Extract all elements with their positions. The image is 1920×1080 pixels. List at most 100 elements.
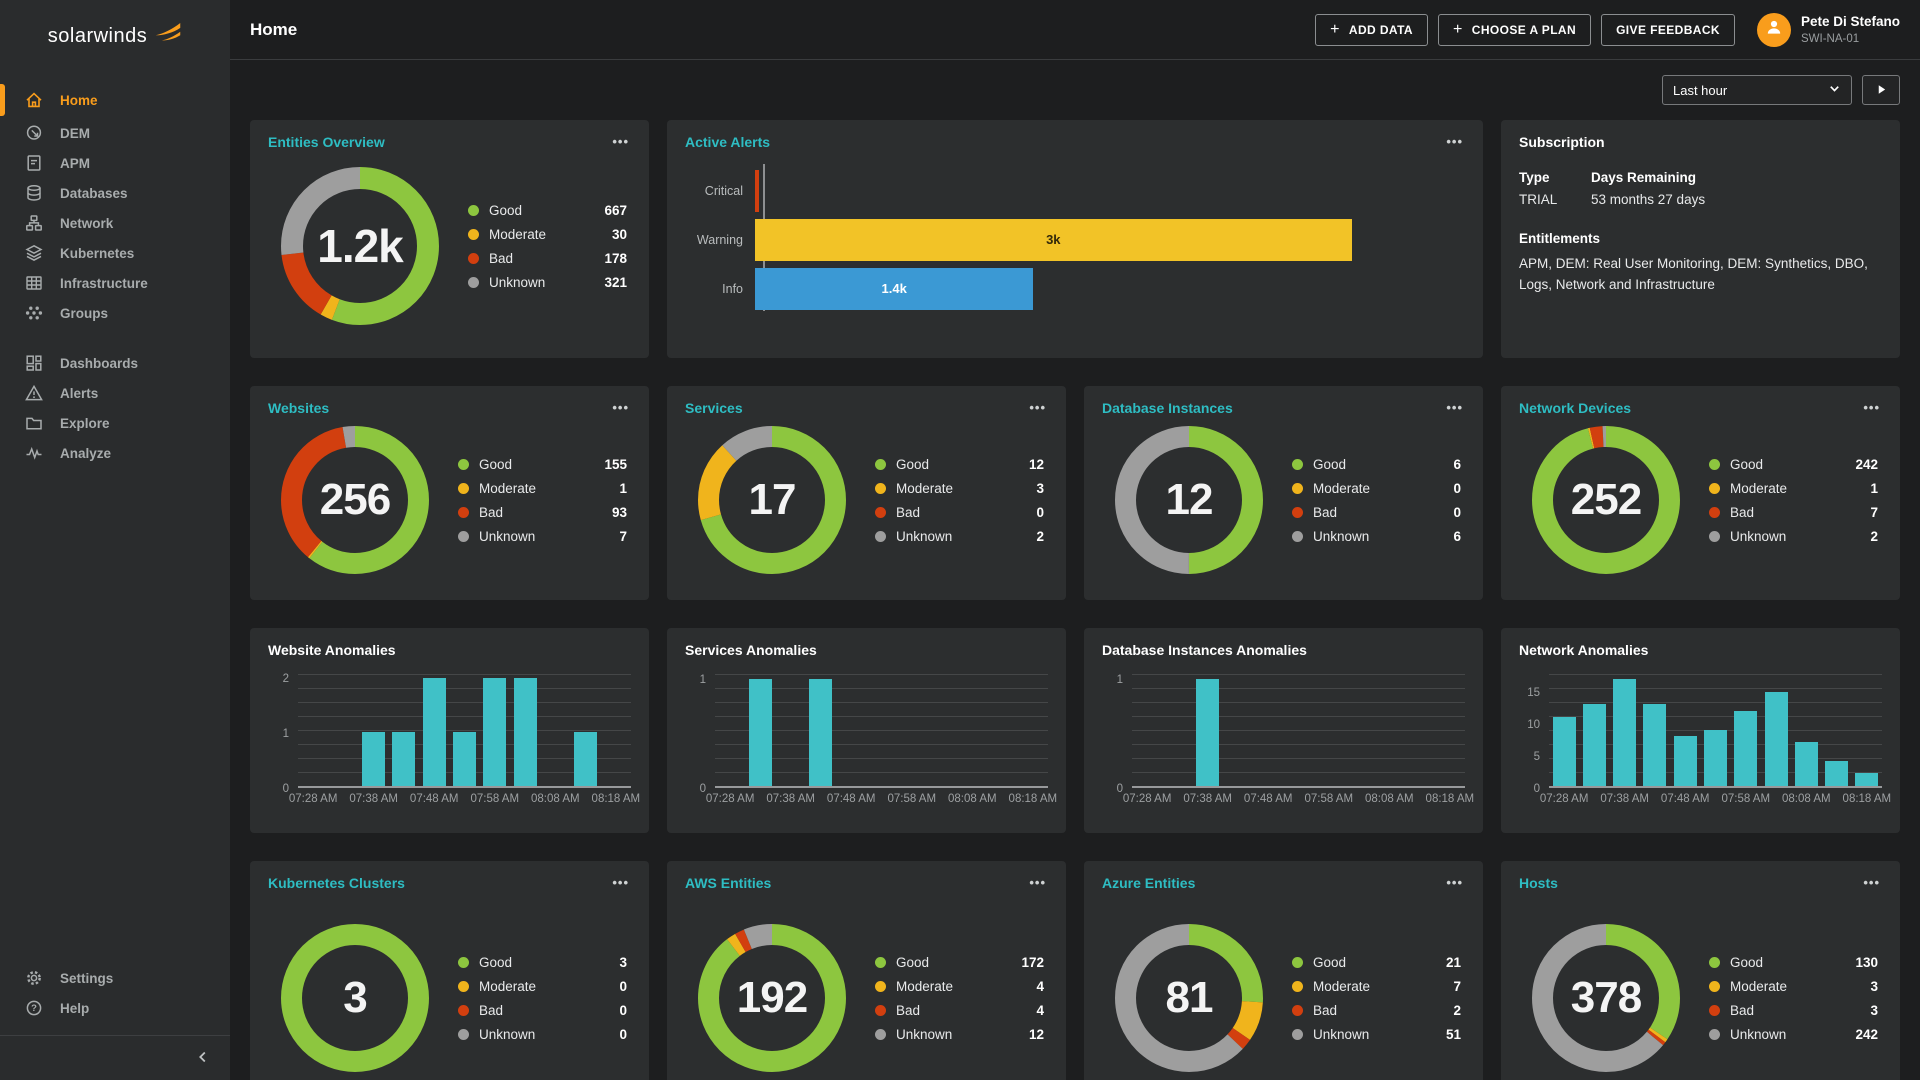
x-tick-label: 08:08 AM [948, 793, 997, 805]
card-menu-button[interactable]: ••• [612, 134, 629, 149]
status-dot-bad [875, 506, 886, 518]
status-dot-bad [875, 1004, 886, 1016]
card-hosts: Hosts ••• 378 Good 130 Moderate 3 Bad 3 Unknown 24… [1501, 861, 1900, 1080]
subscription-type-value: TRIAL [1519, 192, 1558, 207]
card-menu-button[interactable]: ••• [1029, 875, 1046, 890]
sidebar-item-network[interactable]: Network [0, 208, 230, 238]
card-menu-button[interactable]: ••• [1863, 400, 1880, 415]
status-dot-moderate [1292, 482, 1303, 494]
x-tick-label: 08:08 AM [1365, 793, 1414, 805]
sidebar-item-infrastructure[interactable]: Infrastructure [0, 268, 230, 298]
legend-value: 6 [1453, 456, 1461, 472]
status-dot-bad [1709, 1004, 1720, 1016]
card-database-instances: Database Instances ••• 12 Good 6 Moderate 0 Bad… [1084, 386, 1483, 600]
legend-label: Good [1730, 954, 1764, 970]
card-menu-button[interactable]: ••• [1446, 875, 1463, 890]
user-menu[interactable]: Pete Di Stefano SWI-NA-01 [1756, 12, 1900, 47]
card-menu-button[interactable]: ••• [612, 875, 629, 890]
legend-label: Bad [1313, 1002, 1338, 1018]
sidebar-item-help[interactable]: ? Help [0, 993, 230, 1023]
legend-value: 2 [1036, 528, 1044, 544]
sidebar-collapse-button[interactable] [194, 1048, 212, 1069]
x-tick-label: 07:28 AM [1122, 793, 1172, 805]
status-dot-moderate [1709, 482, 1720, 494]
status-legend: Good 130 Moderate 3 Bad 3 Unknown 242 [1709, 955, 1878, 1042]
anomalies-chart: 0 1 07:28 AM 07:38 AM 07:48 AM 07:58 AM 08:08 … [1102, 670, 1474, 815]
active-alerts-chart: Critical Warning 3k Info 1.4k [685, 164, 1465, 313]
sidebar-item-dem[interactable]: DEM [0, 118, 230, 148]
legend-label: Unknown [489, 274, 546, 290]
person-icon [1764, 17, 1784, 42]
play-button[interactable] [1862, 75, 1900, 105]
legend-label: Bad [479, 1002, 504, 1018]
legend-row: Good 12 [875, 457, 1044, 472]
legend-label: Unknown [896, 528, 953, 544]
time-range-select[interactable]: Last hour [1662, 75, 1852, 105]
home-icon [24, 90, 44, 110]
status-dot-unknown [1709, 1028, 1720, 1040]
legend-row: Good 172 [875, 955, 1044, 970]
hbar-category-label: Warning [696, 232, 743, 247]
status-dot-good [1709, 956, 1720, 968]
donut-chart: 12 [1114, 425, 1264, 575]
legend-row: Bad 7 [1709, 505, 1878, 520]
status-dot-bad [1292, 506, 1303, 518]
card-menu-button[interactable]: ••• [1446, 134, 1463, 149]
x-tick-label: 07:38 AM [349, 793, 398, 805]
status-legend: Good 6 Moderate 0 Bad 0 Unknown 6 [1292, 457, 1461, 544]
sidebar-item-alerts[interactable]: Alerts [0, 378, 230, 408]
legend-row: Moderate 1 [1709, 481, 1878, 496]
choose-a-plan-button[interactable]: + CHOOSE A PLAN [1438, 13, 1592, 46]
sidebar-item-label: Analyze [60, 445, 112, 461]
legend-value: 4 [1036, 978, 1044, 994]
donut-total: 378 [1570, 973, 1642, 1022]
sidebar-item-dashboards[interactable]: Dashboards [0, 348, 230, 378]
status-dot-unknown [468, 276, 479, 288]
solarwinds-logo[interactable]: solarwinds [0, 0, 230, 64]
y-tick-label: 0 [1116, 783, 1123, 795]
status-dot-bad [468, 252, 479, 264]
bar [1764, 691, 1788, 786]
status-dot-unknown [1292, 530, 1303, 542]
x-tick-label: 07:28 AM [288, 793, 338, 805]
card-kubernetes-clusters: Kubernetes Clusters ••• 3 Good 3 Moderate 0 Bad… [250, 861, 649, 1080]
legend-label: Good [896, 954, 930, 970]
legend-value: 0 [619, 978, 627, 994]
sidebar-item-groups[interactable]: Groups [0, 298, 230, 328]
entitlements-list: APM, DEM: Real User Monitoring, DEM: Syn… [1519, 256, 1868, 292]
hbar-row: Critical [685, 166, 1465, 215]
card-menu-button[interactable]: ••• [1863, 875, 1880, 890]
sidebar-item-analyze[interactable]: Analyze [0, 438, 230, 468]
sidebar-item-explore[interactable]: Explore [0, 408, 230, 438]
legend-row: Moderate 7 [1292, 979, 1461, 994]
hbar-category-label: Info [722, 281, 743, 296]
entitlements-header: Entitlements [1519, 231, 1601, 246]
sidebar-nav-primary: Home DEM APM Databases Network Kubernetes Infr… [0, 68, 230, 328]
card-title: Azure Entities [1102, 875, 1196, 891]
dashboard-grid: Entities Overview ••• 1.2k Good 667 Moderate 3… [230, 120, 1920, 1080]
legend-label: Bad [479, 504, 504, 520]
status-dot-unknown [458, 530, 469, 542]
status-legend: Good 21 Moderate 7 Bad 2 Unknown 51 [1292, 955, 1461, 1042]
legend-value: 1 [619, 480, 627, 496]
card-menu-button[interactable]: ••• [612, 400, 629, 415]
status-dot-good [468, 204, 479, 216]
legend-row: Bad 3 [1709, 1003, 1878, 1018]
legend-row: Bad 4 [875, 1003, 1044, 1018]
bar [392, 732, 416, 786]
legend-row: Bad 0 [875, 505, 1044, 520]
give-feedback-button[interactable]: GIVE FEEDBACK [1601, 13, 1735, 46]
sidebar-item-kubernetes[interactable]: Kubernetes [0, 238, 230, 268]
card-menu-button[interactable]: ••• [1029, 400, 1046, 415]
sidebar-item-databases[interactable]: Databases [0, 178, 230, 208]
add-data-button[interactable]: + ADD DATA [1315, 13, 1428, 46]
sidebar-item-settings[interactable]: Settings [0, 963, 230, 993]
sidebar-item-apm[interactable]: APM [0, 148, 230, 178]
sidebar-item-label: Infrastructure [60, 275, 148, 291]
legend-label: Moderate [1730, 480, 1788, 496]
donut-total: 12 [1165, 475, 1214, 524]
card-menu-button[interactable]: ••• [1446, 400, 1463, 415]
sidebar-item-home[interactable]: Home [0, 82, 230, 118]
legend-label: Unknown [1313, 1026, 1370, 1042]
